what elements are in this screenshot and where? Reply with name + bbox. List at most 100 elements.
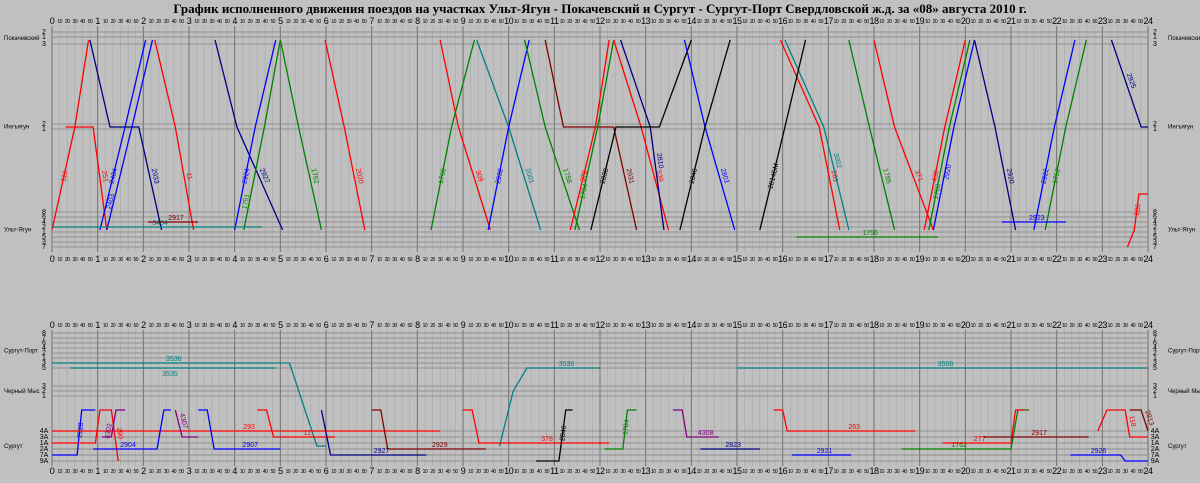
- minute-label: 10: [1108, 469, 1113, 475]
- train-line: [1110, 39, 1148, 128]
- minute-label: 30: [529, 257, 534, 263]
- minute-label: 30: [803, 257, 808, 263]
- train-line: [324, 39, 366, 231]
- hour-label: 14: [687, 320, 697, 330]
- minute-label: 50: [544, 323, 549, 329]
- track-number: 4: [1153, 219, 1157, 226]
- minute-label: 10: [423, 19, 428, 25]
- hour-label: 3: [187, 320, 192, 330]
- minute-label: 50: [1001, 19, 1006, 25]
- minute-label: 30: [666, 323, 671, 329]
- hour-label: 21: [1006, 16, 1016, 26]
- minute-label: 50: [407, 19, 412, 25]
- train-number: 3404: [152, 220, 168, 227]
- hour-label: 21: [1006, 320, 1016, 330]
- minute-label: 20: [659, 257, 664, 263]
- station-name-right: Сургут-Порт: [1168, 349, 1200, 355]
- train-line: [759, 39, 807, 231]
- hour-label: 17: [824, 16, 834, 26]
- minute-label: 20: [933, 257, 938, 263]
- minute-label: 10: [514, 19, 519, 25]
- minute-label: 40: [628, 257, 633, 263]
- minute-label: 10: [514, 323, 519, 329]
- minute-label: 30: [575, 323, 580, 329]
- track-number: 1: [1153, 393, 1157, 400]
- minute-label: 30: [392, 257, 397, 263]
- track-number: 9А: [40, 458, 49, 465]
- minute-label: 20: [385, 469, 390, 475]
- hour-label: 17: [824, 320, 834, 330]
- minute-label: 40: [308, 19, 313, 25]
- train-number: 2923: [1029, 215, 1045, 222]
- minute-label: 40: [719, 323, 724, 329]
- minute-label: 40: [400, 323, 405, 329]
- minute-label: 30: [73, 323, 78, 329]
- hour-label: 6: [324, 320, 329, 330]
- minute-label: 40: [1085, 257, 1090, 263]
- minute-label: 20: [339, 323, 344, 329]
- minute-label: 30: [164, 323, 169, 329]
- minute-label: 40: [126, 257, 131, 263]
- minute-label: 40: [400, 257, 405, 263]
- minute-label: 30: [1032, 469, 1037, 475]
- hour-label: 0: [50, 254, 55, 264]
- minute-label: 50: [910, 257, 915, 263]
- minute-label: 50: [773, 19, 778, 25]
- minute-label: 50: [544, 257, 549, 263]
- minute-label: 50: [818, 257, 823, 263]
- minute-label: 50: [1001, 257, 1006, 263]
- minute-label: 50: [727, 19, 732, 25]
- minute-label: 30: [621, 323, 626, 329]
- minute-label: 50: [818, 323, 823, 329]
- minute-label: 30: [940, 323, 945, 329]
- minute-label: 40: [582, 323, 587, 329]
- station-name-right: Ингъягун: [1168, 125, 1193, 131]
- minute-label: 50: [681, 19, 686, 25]
- minute-label: 30: [1077, 257, 1082, 263]
- minute-label: 10: [194, 257, 199, 263]
- hour-label: 23: [1098, 254, 1108, 264]
- diagram-title: График исполненного движения поездов на …: [173, 1, 1027, 16]
- hour-label: 15: [732, 466, 742, 476]
- minute-label: 30: [758, 257, 763, 263]
- train-line: [923, 39, 966, 231]
- train-number: 1760: [933, 183, 943, 200]
- minute-label: 40: [126, 19, 131, 25]
- track-number: 2: [42, 224, 46, 231]
- minute-label: 20: [385, 323, 390, 329]
- train-line: [65, 126, 108, 231]
- minute-label: 10: [605, 469, 610, 475]
- minute-label: 40: [765, 323, 770, 329]
- minute-label: 20: [385, 257, 390, 263]
- train-line: [439, 39, 492, 231]
- hour-label: 13: [641, 254, 651, 264]
- minute-label: 40: [674, 469, 679, 475]
- minute-label: 40: [171, 257, 176, 263]
- minute-label: 10: [742, 323, 747, 329]
- hour-label: 15: [732, 16, 742, 26]
- minute-label: 50: [362, 469, 367, 475]
- minute-label: 10: [468, 19, 473, 25]
- minute-label: 40: [308, 257, 313, 263]
- hour-label: 22: [1052, 16, 1062, 26]
- minute-label: 30: [1077, 19, 1082, 25]
- track-number: 5: [42, 365, 46, 372]
- hour-label: 9: [461, 466, 466, 476]
- train-line: [773, 409, 916, 432]
- minute-label: 10: [605, 19, 610, 25]
- train-number: 3536: [559, 361, 575, 368]
- minute-label: 20: [613, 19, 618, 25]
- minute-label: 10: [423, 469, 428, 475]
- track-number: 1: [42, 393, 46, 400]
- minute-label: 20: [111, 469, 116, 475]
- minute-label: 20: [522, 469, 527, 475]
- minute-label: 10: [971, 323, 976, 329]
- train-number: 1762: [951, 442, 967, 449]
- minute-label: 40: [1039, 19, 1044, 25]
- minute-label: 20: [339, 19, 344, 25]
- minute-label: 40: [765, 19, 770, 25]
- minute-label: 40: [400, 469, 405, 475]
- minute-label: 20: [65, 323, 70, 329]
- minute-label: 40: [217, 19, 222, 25]
- train-line: [154, 39, 195, 231]
